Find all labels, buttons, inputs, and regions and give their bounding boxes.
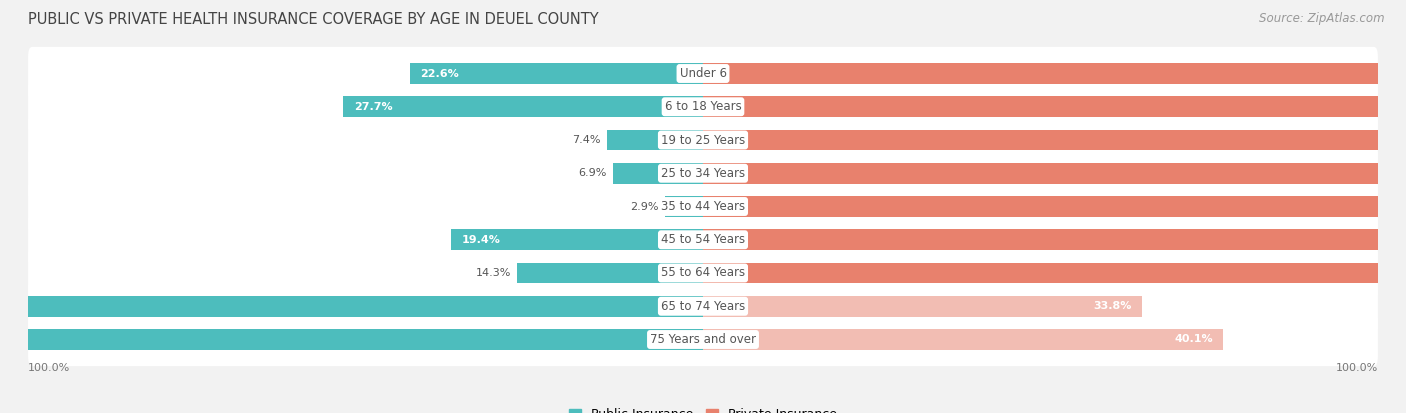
Bar — [703, 130, 1406, 150]
FancyBboxPatch shape — [28, 147, 1378, 200]
FancyBboxPatch shape — [28, 47, 1378, 100]
Text: 27.7%: 27.7% — [354, 102, 392, 112]
FancyBboxPatch shape — [28, 280, 1378, 333]
Bar — [703, 230, 1406, 250]
FancyBboxPatch shape — [28, 313, 1378, 366]
Text: PUBLIC VS PRIVATE HEALTH INSURANCE COVERAGE BY AGE IN DEUEL COUNTY: PUBLIC VS PRIVATE HEALTH INSURANCE COVER… — [28, 12, 599, 27]
Text: 19 to 25 Years: 19 to 25 Years — [661, 133, 745, 147]
Text: 100.0%: 100.0% — [28, 363, 70, 373]
Text: Under 6: Under 6 — [679, 67, 727, 80]
Text: 25 to 34 Years: 25 to 34 Years — [661, 167, 745, 180]
Text: 65 to 74 Years: 65 to 74 Years — [661, 300, 745, 313]
Bar — [703, 97, 1406, 117]
Bar — [703, 163, 1406, 183]
FancyBboxPatch shape — [28, 213, 1378, 266]
Bar — [703, 263, 1406, 283]
Text: 33.8%: 33.8% — [1092, 301, 1132, 311]
Bar — [409, 63, 703, 84]
FancyBboxPatch shape — [28, 114, 1378, 166]
Legend: Public Insurance, Private Insurance: Public Insurance, Private Insurance — [564, 403, 842, 413]
Bar — [703, 196, 1406, 217]
Bar — [0, 329, 703, 350]
Text: 45 to 54 Years: 45 to 54 Years — [661, 233, 745, 246]
Bar — [343, 97, 703, 117]
FancyBboxPatch shape — [28, 247, 1378, 299]
Bar — [703, 63, 1406, 84]
Text: 100.0%: 100.0% — [1336, 363, 1378, 373]
Text: 22.6%: 22.6% — [420, 69, 458, 78]
Text: 19.4%: 19.4% — [461, 235, 501, 245]
Text: Source: ZipAtlas.com: Source: ZipAtlas.com — [1260, 12, 1385, 25]
Text: 75 Years and over: 75 Years and over — [650, 333, 756, 346]
Text: 35 to 44 Years: 35 to 44 Years — [661, 200, 745, 213]
Bar — [665, 196, 703, 217]
Bar — [451, 230, 703, 250]
FancyBboxPatch shape — [28, 80, 1378, 133]
Text: 7.4%: 7.4% — [572, 135, 600, 145]
Bar — [703, 329, 1223, 350]
Bar — [703, 296, 1142, 316]
FancyBboxPatch shape — [28, 180, 1378, 233]
Text: 40.1%: 40.1% — [1174, 335, 1213, 344]
Text: 2.9%: 2.9% — [630, 202, 659, 211]
Bar — [517, 263, 703, 283]
Text: 6.9%: 6.9% — [579, 168, 607, 178]
Bar — [613, 163, 703, 183]
Bar — [0, 296, 703, 316]
Text: 14.3%: 14.3% — [475, 268, 510, 278]
Text: 55 to 64 Years: 55 to 64 Years — [661, 266, 745, 280]
Bar — [607, 130, 703, 150]
Text: 6 to 18 Years: 6 to 18 Years — [665, 100, 741, 113]
